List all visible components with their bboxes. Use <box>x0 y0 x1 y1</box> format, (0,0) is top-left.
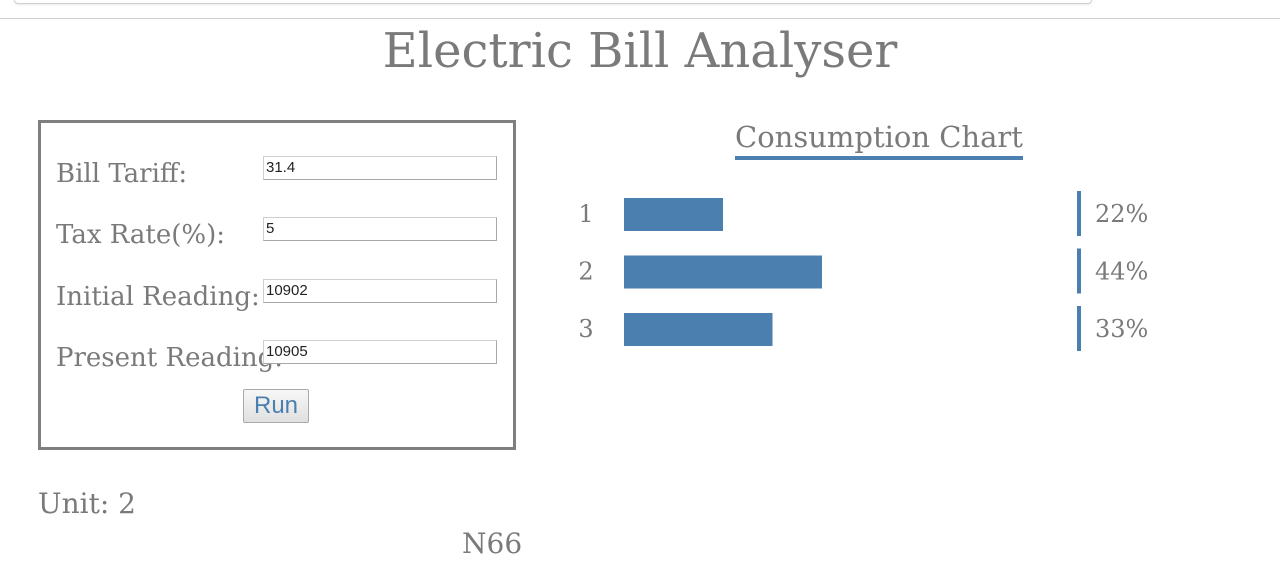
initial-reading-input[interactable] <box>263 279 497 303</box>
browser-toolbar <box>0 0 1280 19</box>
footer-code: N66 <box>462 527 523 560</box>
tax-rate-input[interactable] <box>263 217 497 241</box>
chart-value-label: 33% <box>1095 315 1148 343</box>
chart-bar <box>624 313 773 346</box>
tax-rate-label: Tax Rate(%): <box>56 220 226 250</box>
unit-result: Unit: 2 <box>38 487 136 520</box>
page-title: Electric Bill Analyser <box>382 23 898 79</box>
bill-tariff-label: Bill Tariff: <box>56 159 188 189</box>
present-reading-label: Present Reading: <box>56 343 284 373</box>
consumption-chart-svg: 1 22% 2 44% 3 33% <box>578 191 1148 351</box>
chart-bar <box>624 255 822 289</box>
chart-category-label: 2 <box>578 258 593 286</box>
consumption-chart: 1 22% 2 44% 3 33% <box>560 185 1180 365</box>
bill-tariff-input[interactable] <box>263 156 497 180</box>
chart-value-marker <box>1077 248 1081 294</box>
chart-category-label: 3 <box>578 315 593 343</box>
bill-form: Bill Tariff: Tax Rate(%): Initial Readin… <box>38 120 516 450</box>
initial-reading-label: Initial Reading: <box>56 282 260 312</box>
present-reading-input[interactable] <box>263 340 497 364</box>
chart-bar <box>624 198 723 231</box>
run-button[interactable]: Run <box>243 389 309 423</box>
chart-title: Consumption Chart <box>735 120 1023 160</box>
chart-value-marker <box>1077 306 1081 351</box>
address-bar[interactable] <box>14 0 1092 4</box>
chart-value-marker <box>1077 191 1081 236</box>
chart-value-label: 44% <box>1095 258 1148 286</box>
chart-category-label: 1 <box>578 200 593 228</box>
chart-value-label: 22% <box>1095 200 1148 228</box>
